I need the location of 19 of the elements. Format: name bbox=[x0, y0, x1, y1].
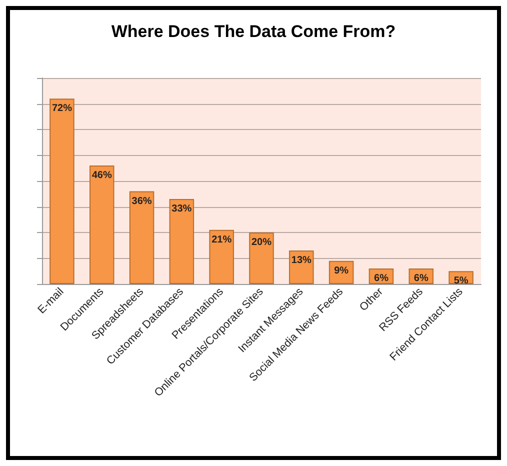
bar bbox=[249, 232, 274, 284]
bar bbox=[289, 250, 314, 284]
bar bbox=[129, 191, 154, 284]
data-label: 72% bbox=[52, 103, 72, 114]
data-label: 46% bbox=[92, 170, 112, 182]
data-label: 5% bbox=[454, 276, 468, 287]
bar bbox=[209, 230, 234, 284]
data-label: 6% bbox=[414, 273, 428, 284]
data-label: 13% bbox=[291, 255, 312, 266]
bar bbox=[169, 199, 194, 284]
bar bbox=[50, 98, 74, 284]
data-label: 36% bbox=[132, 196, 152, 207]
data-label: 6% bbox=[374, 273, 389, 284]
chart-title: Where Does The Data Come From? bbox=[111, 22, 396, 41]
data-label: 20% bbox=[251, 237, 272, 248]
data-label: 21% bbox=[212, 234, 232, 246]
data-label: 9% bbox=[334, 265, 349, 276]
bar bbox=[89, 166, 114, 284]
data-label: 33% bbox=[172, 204, 192, 215]
